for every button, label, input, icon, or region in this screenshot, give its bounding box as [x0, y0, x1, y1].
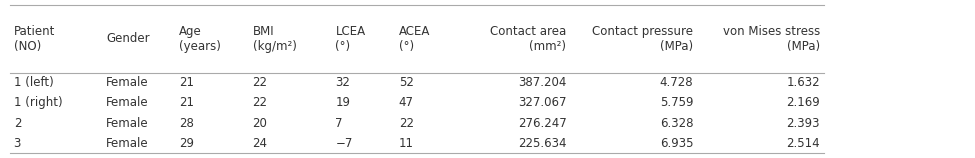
- Text: Patient
(NO): Patient (NO): [14, 25, 55, 53]
- Text: 19: 19: [335, 96, 350, 109]
- Text: 22: 22: [399, 117, 413, 130]
- Text: 29: 29: [179, 137, 194, 150]
- Text: 2.169: 2.169: [786, 96, 820, 109]
- Text: 7: 7: [335, 117, 343, 130]
- Text: 2.514: 2.514: [787, 137, 820, 150]
- Text: LCEA
(°): LCEA (°): [335, 25, 366, 53]
- Text: Contact area
(mm²): Contact area (mm²): [490, 25, 566, 53]
- Text: Age
(years): Age (years): [179, 25, 221, 53]
- Text: Female: Female: [106, 137, 149, 150]
- Text: 4.728: 4.728: [660, 76, 693, 89]
- Text: 21: 21: [179, 96, 194, 109]
- Text: 5.759: 5.759: [660, 96, 693, 109]
- Text: Female: Female: [106, 76, 149, 89]
- Text: Gender: Gender: [106, 32, 150, 45]
- Text: 22: 22: [253, 96, 267, 109]
- Text: 6.935: 6.935: [660, 137, 693, 150]
- Text: −7: −7: [335, 137, 353, 150]
- Text: ACEA
(°): ACEA (°): [399, 25, 430, 53]
- Text: BMI
(kg/m²): BMI (kg/m²): [253, 25, 296, 53]
- Text: 24: 24: [253, 137, 267, 150]
- Text: 327.067: 327.067: [518, 96, 566, 109]
- Text: 6.328: 6.328: [660, 117, 693, 130]
- Text: 21: 21: [179, 76, 194, 89]
- Text: 20: 20: [253, 117, 267, 130]
- Text: 387.204: 387.204: [518, 76, 566, 89]
- Text: von Mises stress
(MPa): von Mises stress (MPa): [722, 25, 820, 53]
- Text: 32: 32: [335, 76, 350, 89]
- Text: 3: 3: [14, 137, 21, 150]
- Text: 2: 2: [14, 117, 21, 130]
- Text: 1.632: 1.632: [787, 76, 820, 89]
- Text: 52: 52: [399, 76, 413, 89]
- Text: 2.393: 2.393: [787, 117, 820, 130]
- Text: 28: 28: [179, 117, 194, 130]
- Text: 225.634: 225.634: [518, 137, 566, 150]
- Text: Contact pressure
(MPa): Contact pressure (MPa): [592, 25, 693, 53]
- Text: 1 (right): 1 (right): [14, 96, 62, 109]
- Text: Female: Female: [106, 96, 149, 109]
- Text: 11: 11: [399, 137, 413, 150]
- Text: Female: Female: [106, 117, 149, 130]
- Text: 276.247: 276.247: [518, 117, 566, 130]
- Text: 1 (left): 1 (left): [14, 76, 54, 89]
- Text: 22: 22: [253, 76, 267, 89]
- Text: 47: 47: [399, 96, 413, 109]
